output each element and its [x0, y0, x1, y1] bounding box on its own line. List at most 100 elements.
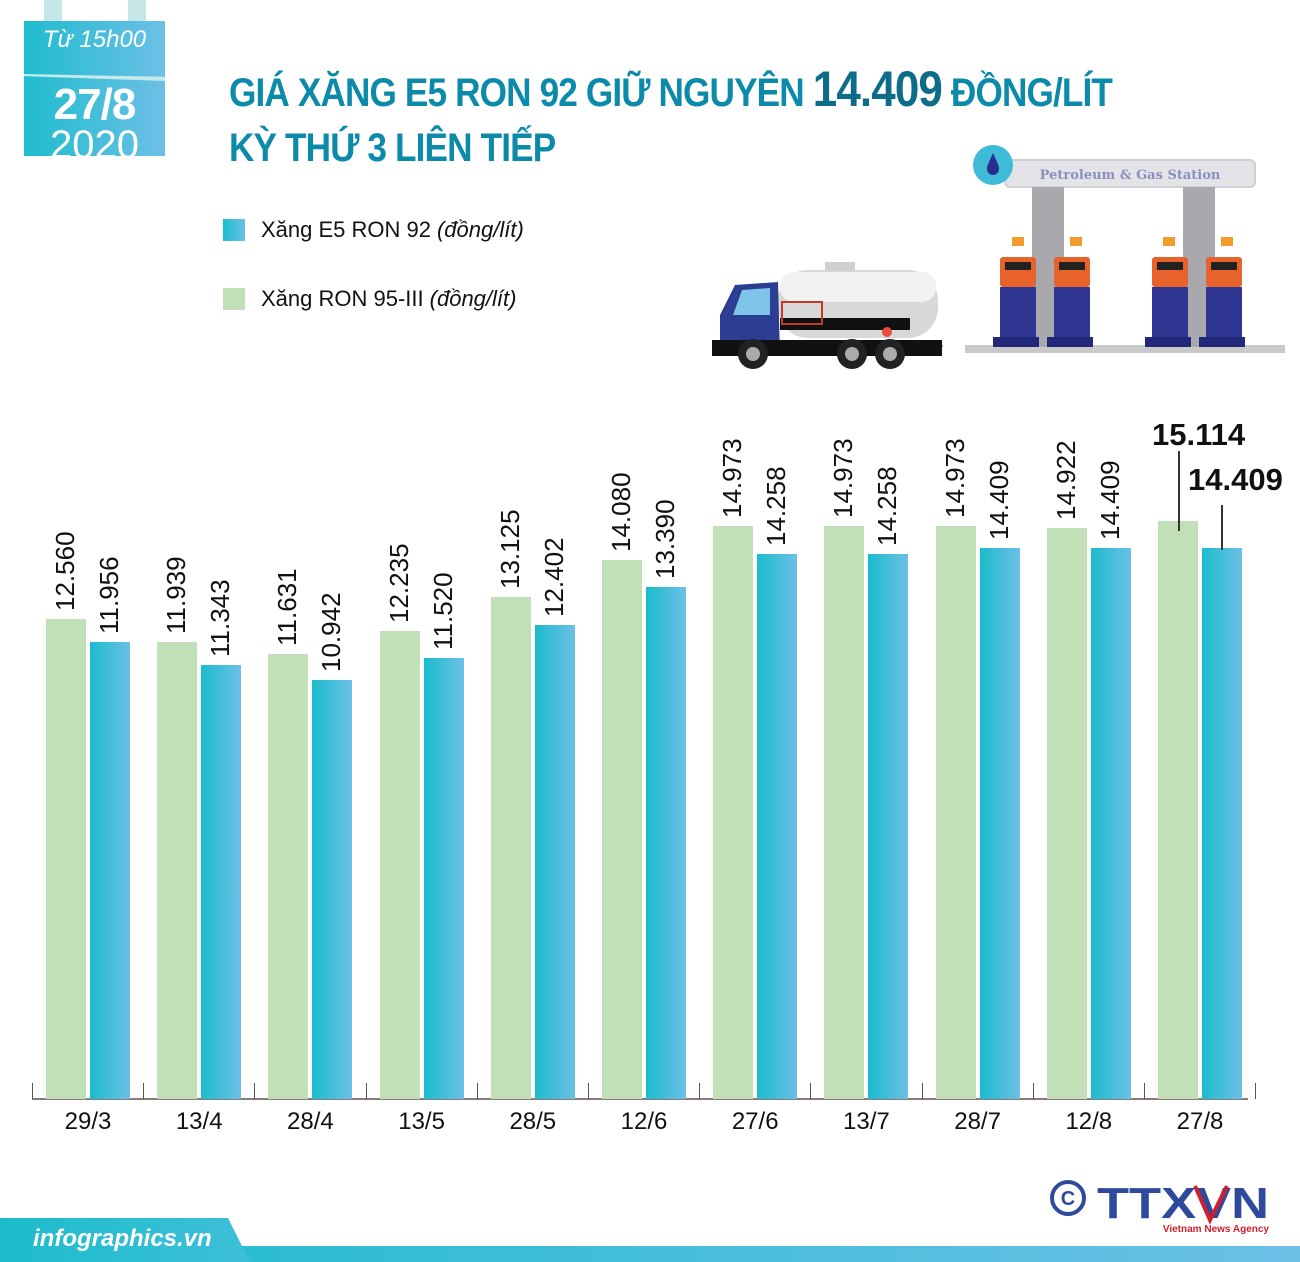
bar-e5	[868, 553, 909, 1099]
badge-hook-right	[128, 0, 146, 22]
svg-text:Vietnam News Agency: Vietnam News Agency	[1163, 1224, 1270, 1235]
bar-ron95	[490, 596, 531, 1099]
leader-line-e5	[1221, 505, 1223, 550]
value-label-e5: 13.390	[650, 499, 680, 579]
bar-e5	[201, 665, 242, 1099]
legend-swatch-ron95	[223, 288, 245, 310]
title-line-2: KỲ THỨ 3 LIÊN TIẾP	[229, 126, 556, 170]
x-axis-label: 29/3	[64, 1108, 112, 1135]
value-label-ron95: 14.080	[606, 472, 636, 553]
bar-chart: 12.560 11.956 29/3 11.939 11.343 13/4 11.631 10…	[32, 417, 1283, 1135]
value-label-ron95: 13.125	[494, 509, 525, 589]
x-axis-tick	[1255, 1083, 1257, 1099]
x-axis-tick	[365, 1083, 367, 1099]
x-axis-tick	[810, 1083, 812, 1099]
bar-e5	[312, 680, 353, 1099]
value-label-e5: 11.520	[427, 572, 458, 651]
x-axis-tick	[588, 1083, 589, 1099]
x-axis-label: 28/7	[954, 1108, 1001, 1135]
bar-ron95	[1046, 528, 1087, 1099]
value-label-ron95: 14.973	[828, 438, 859, 519]
bar-e5	[423, 658, 464, 1099]
legend-label-ron95: Xăng RON 95-III	[261, 286, 424, 311]
bar-e5	[90, 641, 130, 1099]
title-text-post: ĐỒNG/LÍT	[942, 71, 1113, 115]
x-axis-tick	[699, 1083, 701, 1099]
footer-tab	[0, 1218, 250, 1262]
fuel-illustration: Petroleum & Gas Station	[712, 145, 1285, 369]
badge-from-time: Từ 15h00	[42, 26, 147, 53]
x-axis-tick	[32, 1083, 33, 1099]
x-axis-tick	[143, 1083, 145, 1099]
x-axis-label: 12/8	[1065, 1108, 1113, 1135]
chart-legend: Xăng E5 RON 92 (đồng/lít) Xăng RON 95-II…	[223, 212, 524, 350]
x-axis-tick	[476, 1083, 478, 1099]
value-label-ron95: 12.560	[50, 531, 80, 611]
value-label-e5: 10.942	[316, 592, 347, 673]
gas-station-icon: Petroleum & Gas Station	[965, 145, 1285, 353]
legend-unit-ron95: (đồng/lít)	[429, 286, 517, 311]
value-label-e5: 14.409	[1094, 460, 1125, 540]
svg-text:C: C	[1061, 1188, 1075, 1210]
x-axis-tick	[1144, 1083, 1145, 1099]
value-label-e5: 11.956	[94, 556, 124, 634]
value-label-ron95: 11.939	[161, 556, 192, 635]
value-label-ron95: 14.922	[1050, 440, 1081, 521]
value-label-e5: 14.258	[872, 466, 903, 546]
legend-unit-e5: (đồng/lít)	[436, 217, 524, 242]
footer-band	[0, 1246, 1300, 1262]
highlight-value-e5: 14.409	[1188, 462, 1283, 497]
legend-label-e5: Xăng E5 RON 92	[261, 217, 431, 242]
highlight-value-ron95: 15.114	[1152, 417, 1246, 452]
bar-ron95	[713, 526, 754, 1099]
value-label-ron95: 12.235	[383, 543, 414, 623]
bar-e5	[534, 624, 575, 1099]
bar-ron95	[602, 560, 642, 1099]
legend-item-e5: Xăng E5 RON 92 (đồng/lít)	[223, 212, 524, 248]
title-highlight-value: 14.409	[812, 61, 943, 117]
site-name: infographics.vn	[33, 1225, 212, 1252]
x-axis-label: 27/8	[1176, 1108, 1224, 1135]
bar-ron95	[268, 654, 309, 1099]
bar-ron95	[1158, 520, 1198, 1099]
x-axis-tick	[1032, 1083, 1034, 1099]
bar-ron95	[157, 642, 198, 1099]
badge-date: 27/8	[53, 80, 137, 129]
x-axis-label: 28/4	[287, 1108, 334, 1135]
badge-year: 2020	[50, 123, 139, 167]
bar-ron95	[46, 618, 86, 1099]
x-axis-label: 13/4	[175, 1108, 223, 1135]
bar-e5	[979, 547, 1020, 1099]
x-axis-tick	[254, 1083, 256, 1099]
page-title: GIÁ XĂNG E5 RON 92 GIỮ NGUYÊN 14.409 ĐỒN…	[229, 61, 1113, 176]
badge-hook-left	[44, 0, 62, 22]
x-axis-label: 28/5	[509, 1108, 557, 1135]
value-label-e5: 14.409	[983, 460, 1014, 540]
value-label-ron95: 11.631	[272, 568, 303, 647]
x-axis-line	[32, 1098, 1248, 1100]
x-axis-label: 12/6	[620, 1108, 668, 1135]
ttxvn-logo-icon: C TTXVN Vietnam News Agency	[1050, 1180, 1270, 1235]
x-axis-label: 13/5	[398, 1108, 445, 1135]
legend-swatch-e5	[223, 219, 245, 241]
svg-text:Petroleum & Gas Station: Petroleum & Gas Station	[1040, 168, 1221, 183]
bar-ron95	[379, 631, 420, 1099]
x-axis-tick	[921, 1083, 923, 1099]
x-axis-label: 27/6	[731, 1108, 779, 1135]
bar-ron95	[824, 526, 865, 1099]
legend-item-ron95: Xăng RON 95-III (đồng/lít)	[223, 281, 524, 317]
bar-e5	[646, 586, 686, 1099]
badge-divider	[24, 74, 165, 81]
value-label-e5: 12.402	[538, 537, 569, 617]
leader-line-ron95	[1178, 451, 1180, 531]
tanker-truck-icon	[712, 262, 943, 369]
value-label-e5: 14.258	[761, 466, 792, 546]
bar-e5	[757, 553, 798, 1099]
bar-e5	[1090, 547, 1131, 1099]
value-label-ron95: 14.973	[939, 438, 970, 519]
bar-e5	[1202, 547, 1242, 1099]
value-label-ron95: 14.973	[717, 438, 748, 519]
bar-ron95	[935, 526, 976, 1099]
title-text-pre: GIÁ XĂNG E5 RON 92 GIỮ NGUYÊN	[229, 71, 813, 115]
svg-text:TTXVN: TTXVN	[1097, 1180, 1269, 1228]
